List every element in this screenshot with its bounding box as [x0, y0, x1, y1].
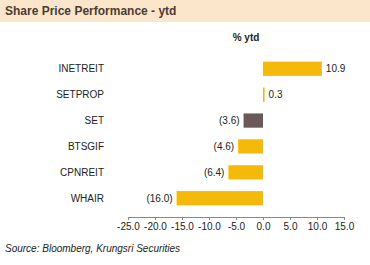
- bar: [263, 88, 265, 102]
- tick-mark: [182, 217, 183, 220]
- data-label: (3.6): [219, 115, 240, 126]
- bar: [244, 113, 263, 127]
- bars: [177, 62, 322, 206]
- tick: 15.0: [335, 217, 355, 232]
- tick-mark: [155, 217, 156, 220]
- header-band: [0, 0, 370, 22]
- tick: -15.0: [171, 217, 194, 232]
- tick: 5.0: [284, 217, 298, 232]
- tick-mark: [263, 217, 264, 220]
- tick-mark: [344, 217, 345, 220]
- x-axis: -25.0 -20.0 -15.0 -10.0 -5.0 0.0 5.0 10.0 15.0: [117, 217, 355, 232]
- tick: -10.0: [198, 217, 221, 232]
- category-label: SETPROP: [56, 89, 104, 100]
- axis-label: % ytd: [233, 32, 260, 43]
- data-label: 0.3: [269, 89, 283, 100]
- data-label: (6.4): [204, 167, 225, 178]
- chart: Share Price Performance - ytd % ytd INETRE…: [0, 0, 370, 265]
- tick: 0.0: [257, 217, 271, 232]
- tick-mark: [128, 217, 129, 220]
- tick: -5.0: [228, 217, 246, 232]
- data-label: 10.9: [326, 63, 346, 74]
- tick: 10.0: [308, 217, 328, 232]
- title: Share Price Performance - ytd: [5, 4, 176, 18]
- bar: [228, 165, 263, 179]
- bar: [263, 62, 322, 76]
- tick-mark: [209, 217, 210, 220]
- tick-label: -15.0: [171, 221, 194, 232]
- data-label: (4.6): [214, 141, 235, 152]
- tick-label: -10.0: [198, 221, 221, 232]
- category-label: WHAIR: [71, 193, 104, 204]
- tick-label: -5.0: [228, 221, 246, 232]
- tick-mark: [236, 217, 237, 220]
- tick-label: 0.0: [257, 221, 271, 232]
- tick-mark: [290, 217, 291, 220]
- tick-label: -25.0: [117, 221, 140, 232]
- tick: -20.0: [144, 217, 167, 232]
- tick-label: 10.0: [308, 221, 328, 232]
- tick-label: -20.0: [144, 221, 167, 232]
- category-label: BTSGIF: [68, 141, 104, 152]
- bar: [177, 191, 263, 205]
- tick: -25.0: [117, 217, 140, 232]
- category-label: CPNREIT: [60, 167, 104, 178]
- category-label: SET: [85, 115, 104, 126]
- data-label: (16.0): [146, 193, 172, 204]
- source: Source: Bloomberg, Krungsri Securities: [5, 243, 180, 254]
- tick-label: 15.0: [335, 221, 355, 232]
- axis-line: [129, 218, 345, 221]
- tick-mark: [317, 217, 318, 220]
- category-label: INETREIT: [58, 63, 104, 74]
- tick-label: 5.0: [284, 221, 298, 232]
- bar: [238, 139, 263, 153]
